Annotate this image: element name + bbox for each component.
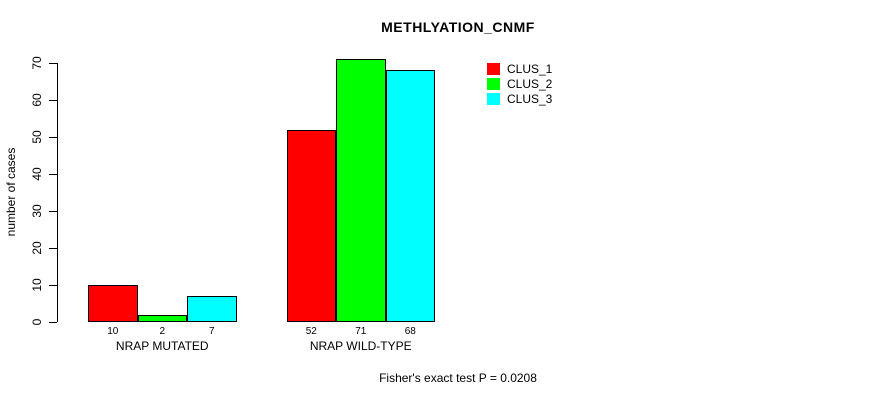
legend-item-clus_3: CLUS_3	[487, 92, 552, 106]
bar-value-label: 71	[355, 326, 367, 337]
bar-value-label: 10	[107, 326, 119, 337]
category-label: NRAP WILD-TYPE	[309, 339, 412, 353]
bar-value-label: 2	[159, 326, 166, 337]
y-tick-mark	[49, 100, 57, 101]
bar-clus_3-1	[187, 296, 237, 322]
bar-clus_1-1	[88, 285, 138, 322]
bar-clus_3-2	[385, 70, 435, 322]
y-axis-line	[57, 63, 58, 322]
y-tick-label: 20	[30, 241, 44, 255]
y-tick-label: 10	[30, 278, 44, 292]
chart-title: METHLYATION_CNMF	[381, 19, 535, 35]
bar-value-label: 52	[305, 326, 317, 337]
y-tick-label: 40	[30, 167, 44, 181]
legend-swatch-clus_2	[487, 78, 500, 90]
fisher-test-annotation: Fisher's exact test P = 0.0208	[379, 371, 537, 385]
y-tick-mark	[49, 174, 57, 175]
y-tick-label: 70	[30, 56, 44, 70]
y-tick-label: 0	[30, 318, 44, 326]
category-label: NRAP MUTATED	[115, 339, 209, 353]
bar-clus_2-2	[336, 59, 386, 322]
y-tick-label: 50	[30, 130, 44, 144]
y-tick-mark	[49, 137, 57, 138]
bar-clus_1-2	[286, 130, 336, 322]
y-tick-label: 30	[30, 204, 44, 218]
y-tick-mark	[49, 248, 57, 249]
legend-label: CLUS_2	[507, 77, 553, 91]
legend-label: CLUS_3	[507, 92, 553, 106]
bar-clus_2-1	[137, 315, 187, 322]
legend-swatch-clus_3	[487, 93, 500, 105]
legend-label: CLUS_1	[507, 62, 553, 76]
y-tick-label: 60	[30, 93, 44, 107]
bar-value-label: 68	[404, 326, 416, 337]
y-tick-mark	[49, 322, 57, 323]
y-tick-mark	[49, 63, 57, 64]
legend-item-clus_1: CLUS_1	[487, 62, 552, 76]
legend-swatch-clus_1	[487, 63, 500, 75]
y-axis-label: number of cases	[4, 147, 18, 237]
y-tick-mark	[49, 285, 57, 286]
bar-value-label: 7	[208, 326, 215, 337]
y-tick-mark	[49, 211, 57, 212]
legend-item-clus_2: CLUS_2	[487, 77, 552, 91]
